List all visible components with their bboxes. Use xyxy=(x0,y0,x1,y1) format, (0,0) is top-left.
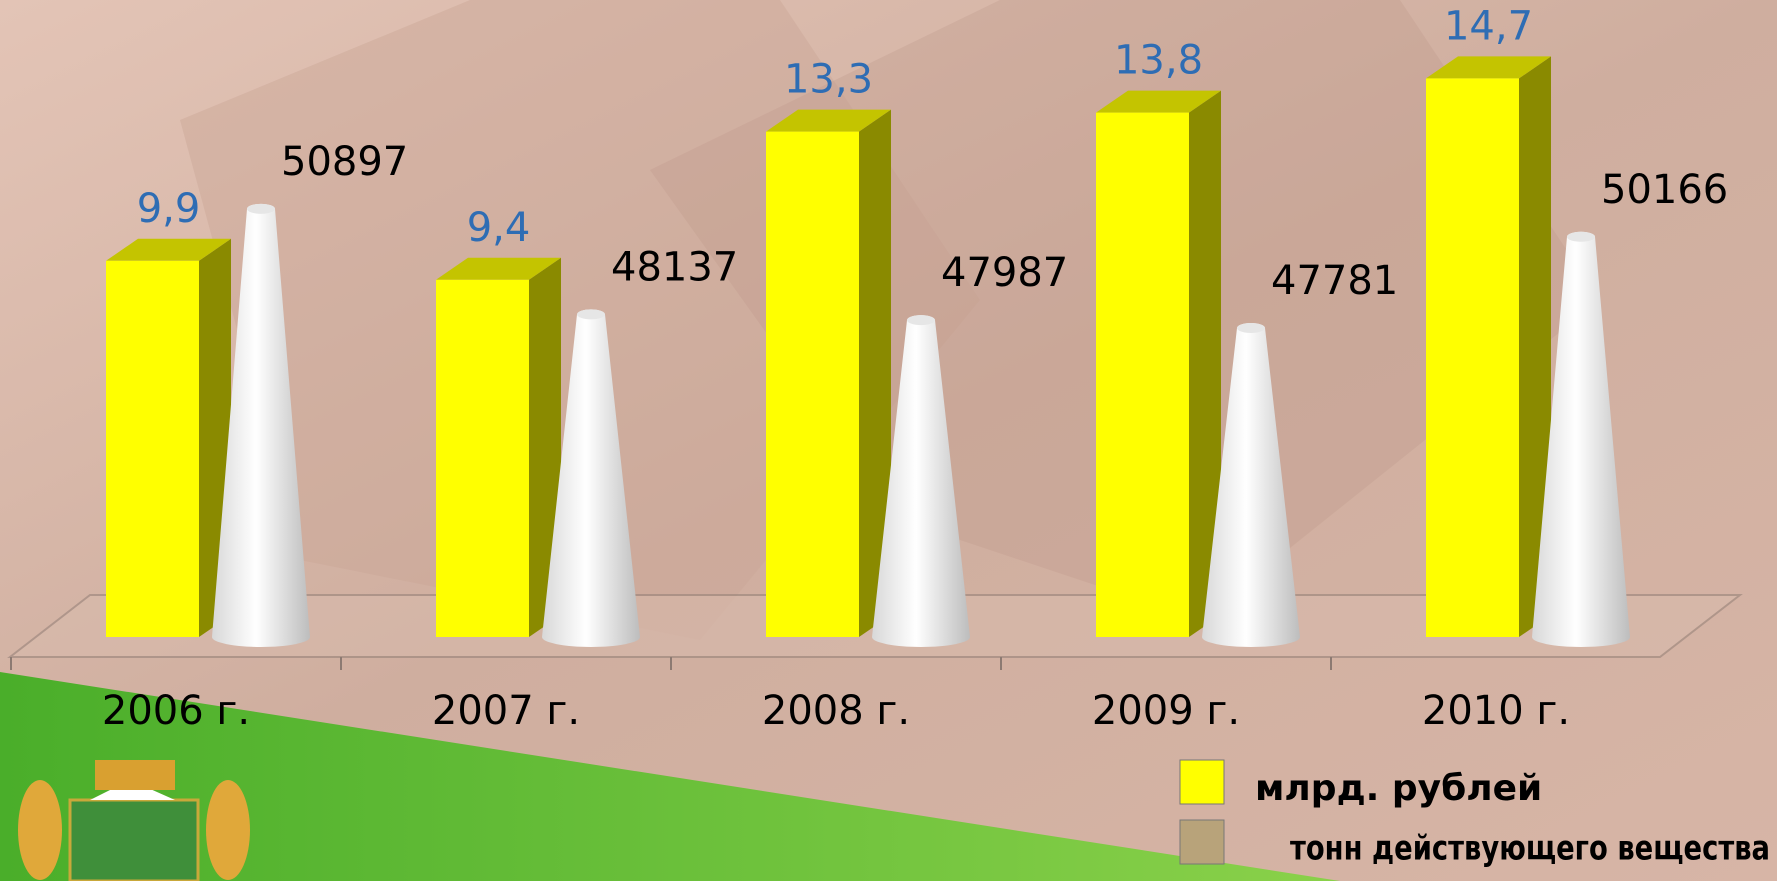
x-tick-label: 2006 г. xyxy=(102,688,250,734)
value-label: 9,4 xyxy=(467,205,531,251)
x-tick-label: 2008 г. xyxy=(762,688,910,734)
bar xyxy=(1426,78,1519,637)
cone-top xyxy=(247,204,275,214)
value-label: 48137 xyxy=(611,244,738,290)
emblem-leaf xyxy=(206,780,250,880)
x-tick-label: 2009 г. xyxy=(1092,688,1240,734)
legend-swatch xyxy=(1180,760,1224,804)
value-label: 9,9 xyxy=(137,186,201,232)
value-label: 47987 xyxy=(941,250,1068,296)
legend-label: млрд. рублей xyxy=(1255,768,1542,809)
emblem-leaf xyxy=(18,780,62,880)
value-label: 13,8 xyxy=(1114,38,1203,84)
value-label: 14,7 xyxy=(1444,3,1533,49)
cone-top xyxy=(907,315,935,325)
value-label: 50166 xyxy=(1601,167,1728,213)
cone-top xyxy=(1567,232,1595,242)
legend-label: тонн действующего вещества xyxy=(1290,829,1770,869)
cone-top xyxy=(577,309,605,319)
legend-swatch xyxy=(1180,820,1224,864)
value-label: 13,3 xyxy=(784,57,873,103)
bar xyxy=(1096,113,1189,637)
bar xyxy=(106,261,199,637)
chart: 2006 г. 2007 г. 2008 г. 2009 г. 2010 г. 9,9 9,… xyxy=(0,0,1777,881)
emblem-shield xyxy=(70,800,198,881)
x-tick-label: 2010 г. xyxy=(1422,688,1570,734)
x-tick-label: 2007 г. xyxy=(432,688,580,734)
cone-top xyxy=(1237,323,1265,333)
emblem-crown xyxy=(95,760,175,790)
value-label: 47781 xyxy=(1271,258,1398,304)
bar xyxy=(436,280,529,637)
value-label: 50897 xyxy=(281,139,408,185)
bar xyxy=(766,132,859,637)
